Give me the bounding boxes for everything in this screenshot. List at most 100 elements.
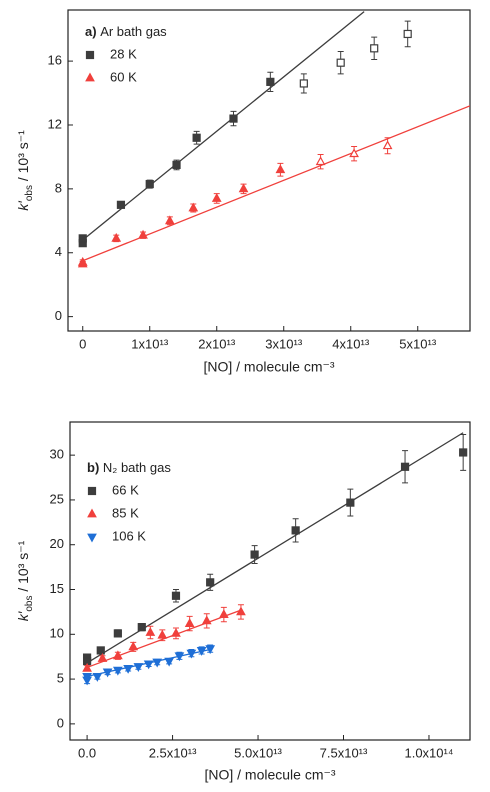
marker xyxy=(250,550,259,559)
marker xyxy=(96,646,105,655)
marker xyxy=(152,658,163,668)
marker xyxy=(236,606,246,616)
marker xyxy=(184,618,195,627)
marker xyxy=(382,140,393,150)
x-tick-label: 0.0 xyxy=(78,745,96,760)
fit-line xyxy=(86,609,242,669)
marker xyxy=(192,133,201,142)
x-tick-label: 7.5x10¹³ xyxy=(320,745,368,760)
legend-marker xyxy=(87,508,97,518)
marker xyxy=(370,44,379,53)
legend-label: 28 K xyxy=(110,46,137,61)
marker xyxy=(82,673,92,682)
marker xyxy=(128,641,139,651)
y-tick-label: 25 xyxy=(50,491,64,506)
y-axis-label: k′obs / 10³ s⁻¹ xyxy=(15,130,35,211)
marker xyxy=(315,156,326,166)
fit-line xyxy=(82,11,365,241)
panel-letter: b) xyxy=(87,460,99,475)
marker xyxy=(113,629,122,638)
marker xyxy=(196,647,207,656)
legend-label: 85 K xyxy=(112,505,139,520)
marker xyxy=(172,160,181,170)
marker xyxy=(174,652,185,662)
panel-text: N₂ bath gas xyxy=(103,460,171,475)
marker xyxy=(145,627,156,636)
legend-marker xyxy=(85,50,95,60)
x-tick-label: 2.5x10¹³ xyxy=(149,745,197,760)
panel-annotation: a) Ar bath gas xyxy=(85,24,167,39)
marker xyxy=(123,664,133,674)
fit-line xyxy=(86,432,464,664)
marker xyxy=(133,663,144,672)
y-tick-label: 16 xyxy=(48,53,62,68)
marker xyxy=(82,662,92,672)
x-tick-label: 4x10¹³ xyxy=(332,336,370,351)
marker xyxy=(97,653,108,662)
series xyxy=(79,105,470,267)
marker xyxy=(137,623,146,632)
y-tick-label: 8 xyxy=(55,180,62,195)
y-tick-label: 10 xyxy=(50,626,64,641)
marker xyxy=(403,29,412,39)
marker xyxy=(205,645,216,655)
y-tick-label: 0 xyxy=(57,715,64,730)
marker xyxy=(400,462,410,471)
marker xyxy=(77,258,88,268)
x-tick-label: 2x10¹³ xyxy=(198,336,236,351)
legend-label: 66 K xyxy=(112,482,139,497)
x-axis-label: [NO] / molecule cm⁻³ xyxy=(203,359,334,375)
marker xyxy=(459,448,468,457)
legend-marker xyxy=(87,486,97,496)
marker xyxy=(92,673,103,682)
x-tick-label: 3x10¹³ xyxy=(265,336,303,351)
marker xyxy=(201,615,212,625)
marker xyxy=(238,183,249,193)
marker xyxy=(171,591,181,600)
marker xyxy=(171,627,181,637)
marker xyxy=(291,526,300,535)
marker xyxy=(188,202,199,212)
legend-label: 106 K xyxy=(112,528,146,543)
marker xyxy=(211,193,222,202)
fit-line xyxy=(82,105,470,262)
y-label-sub: obs xyxy=(24,185,35,201)
y-label-unit: / 10³ s⁻¹ xyxy=(15,130,31,185)
marker xyxy=(138,229,148,239)
panel-text: Ar bath gas xyxy=(100,24,167,39)
marker xyxy=(266,77,275,86)
x-tick-label: 5x10¹³ xyxy=(399,336,437,351)
marker xyxy=(206,578,215,587)
marker xyxy=(145,179,154,189)
y-tick-label: 12 xyxy=(48,116,62,131)
y-label-k: k′ xyxy=(15,610,31,621)
plot-frame xyxy=(69,421,471,741)
marker xyxy=(186,649,197,659)
legend-marker xyxy=(87,533,97,543)
legend-label: 60 K xyxy=(110,69,137,84)
marker xyxy=(275,164,286,174)
x-tick-label: 1x10¹³ xyxy=(131,336,169,351)
marker xyxy=(102,668,113,678)
marker xyxy=(78,234,87,243)
x-tick-label: 5.0x10¹³ xyxy=(234,745,282,760)
marker xyxy=(143,660,154,670)
marker xyxy=(157,629,168,639)
marker xyxy=(112,650,123,660)
marker xyxy=(111,232,122,242)
marker xyxy=(164,215,175,225)
y-tick-label: 20 xyxy=(50,536,64,551)
y-tick-label: 15 xyxy=(50,581,64,596)
plot-frame xyxy=(67,9,471,332)
marker xyxy=(229,114,238,123)
x-axis-label: [NO] / molecule cm⁻³ xyxy=(204,767,335,783)
panel-letter: a) xyxy=(85,24,97,39)
marker xyxy=(164,657,175,667)
marker xyxy=(299,79,308,88)
y-tick-label: 30 xyxy=(50,447,64,462)
x-tick-label: 0 xyxy=(79,336,86,351)
y-axis-label: k′obs / 10³ s⁻¹ xyxy=(15,540,35,621)
marker xyxy=(112,666,123,676)
marker xyxy=(346,498,355,507)
y-tick-label: 0 xyxy=(55,308,62,323)
